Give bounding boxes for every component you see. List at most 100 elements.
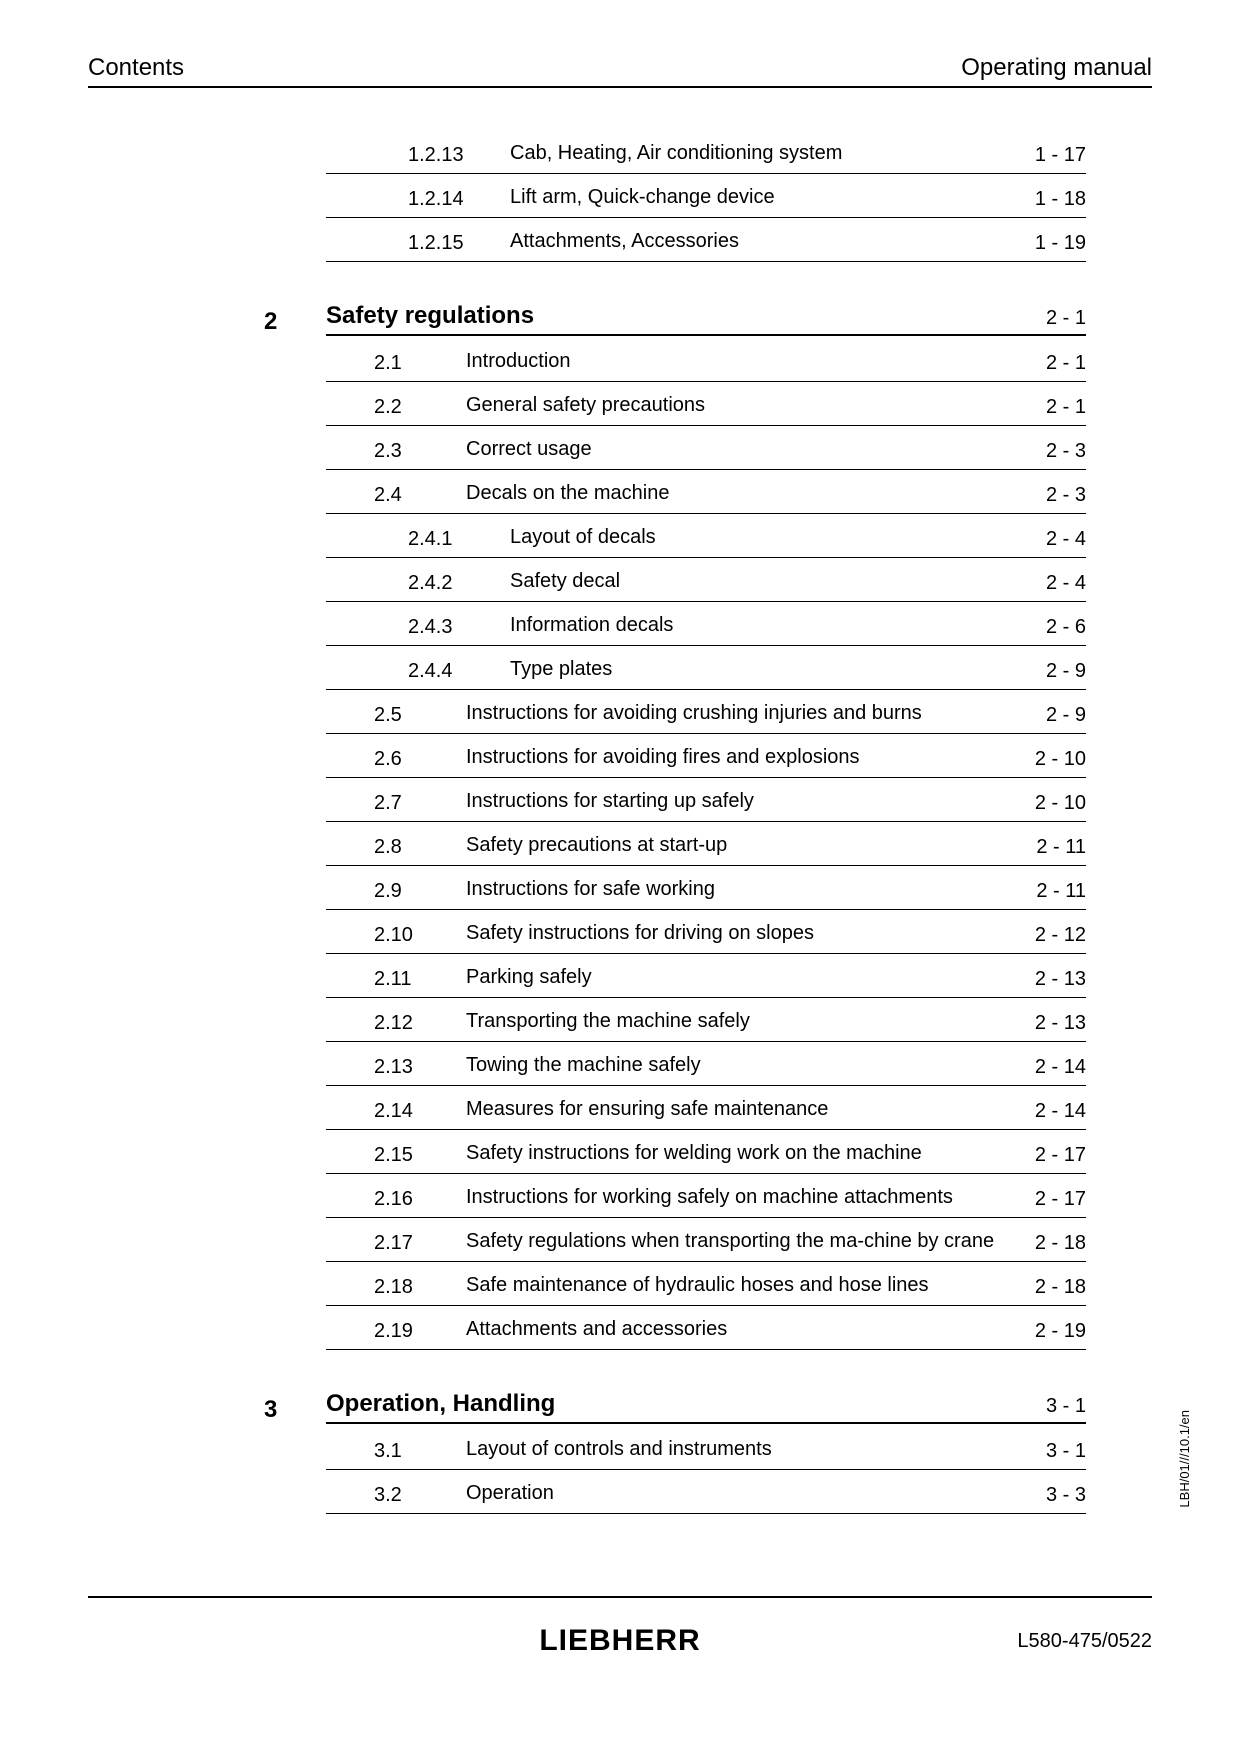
- toc-row-title: Safety instructions for driving on slope…: [466, 920, 1006, 947]
- toc-row-number: 2.13: [326, 1054, 466, 1079]
- header-left: Contents: [88, 54, 184, 82]
- toc-row-number: 3.2: [326, 1482, 466, 1507]
- brand-logo: LIEBHERR: [539, 1624, 700, 1658]
- toc-row-number: 1.2.14: [326, 186, 466, 211]
- toc-row-title: Operation: [466, 1480, 1006, 1507]
- toc-row-page: 2 - 17: [1006, 1144, 1086, 1167]
- toc-row: 1.2.13Cab, Heating, Air conditioning sys…: [326, 130, 1086, 174]
- toc-row: 2.1Introduction2 - 1: [326, 338, 1086, 382]
- page-header: Contents Operating manual: [88, 54, 1152, 88]
- toc-row-number: 2.4.3: [326, 614, 466, 639]
- footer-rule: [88, 1596, 1152, 1598]
- toc-row-title: Instructions for safe working: [466, 876, 1006, 903]
- toc-row-number: 2.8: [326, 834, 466, 859]
- toc-row-number: 1.2.15: [326, 230, 466, 255]
- toc-row: 2.5Instructions for avoiding crushing in…: [326, 690, 1086, 734]
- toc-row-title: Layout of decals: [466, 524, 1006, 551]
- toc-row: 2.4.2Safety decal2 - 4: [326, 558, 1086, 602]
- toc-row-number: 2.5: [326, 702, 466, 727]
- toc-row-number: 2.9: [326, 878, 466, 903]
- toc-row-title: Attachments and accessories: [466, 1316, 1006, 1343]
- toc-row: 2.7Instructions for starting up safely2 …: [326, 778, 1086, 822]
- toc-row: 1.2.14Lift arm, Quick-change device1 - 1…: [326, 174, 1086, 218]
- toc-row-number: 3.1: [326, 1438, 466, 1463]
- toc-row-title: Layout of controls and instruments: [466, 1436, 1006, 1463]
- toc-row-title: Safety decal: [466, 568, 1006, 595]
- toc-row-page: 2 - 11: [1006, 880, 1086, 903]
- toc-row-page: 2 - 11: [1006, 836, 1086, 859]
- toc-row-title: Type plates: [466, 656, 1006, 683]
- toc-row-number: 2.7: [326, 790, 466, 815]
- toc-row-number: 2.11: [326, 966, 466, 991]
- toc-row-number: 2.17: [326, 1230, 466, 1255]
- toc-row-number: 2.18: [326, 1274, 466, 1299]
- toc-row-page: 2 - 9: [1006, 704, 1086, 727]
- chapter-number: 2: [264, 308, 326, 336]
- chapter-row: 3Operation, Handling3 - 1: [326, 1390, 1086, 1424]
- chapter-title: Operation, Handling: [326, 1390, 1006, 1418]
- toc-row-number: 2.2: [326, 394, 466, 419]
- toc-row: 2.17Safety regulations when transporting…: [326, 1218, 1086, 1262]
- toc-row-page: 2 - 18: [1006, 1232, 1086, 1255]
- toc: 1.2.13Cab, Heating, Air conditioning sys…: [326, 130, 1086, 1514]
- toc-row-number: 2.15: [326, 1142, 466, 1167]
- toc-row-title: Safety instructions for welding work on …: [466, 1140, 1006, 1167]
- toc-row-title: Parking safely: [466, 964, 1006, 991]
- toc-row-title: Information decals: [466, 612, 1006, 639]
- toc-row-number: 2.16: [326, 1186, 466, 1211]
- toc-row-page: 2 - 19: [1006, 1320, 1086, 1343]
- toc-row-number: 2.10: [326, 922, 466, 947]
- header-right: Operating manual: [961, 54, 1152, 82]
- toc-row: 2.10Safety instructions for driving on s…: [326, 910, 1086, 954]
- chapter-title-wrap: Safety regulations2 - 1: [326, 302, 1086, 336]
- toc-row-page: 2 - 13: [1006, 968, 1086, 991]
- toc-row-page: 2 - 1: [1006, 352, 1086, 375]
- toc-row-page: 3 - 3: [1006, 1484, 1086, 1507]
- chapter-page: 3 - 1: [1006, 1395, 1086, 1418]
- toc-row-title: Measures for ensuring safe maintenance: [466, 1096, 1006, 1123]
- toc-row-title: Correct usage: [466, 436, 1006, 463]
- toc-row-title: Instructions for avoiding crushing injur…: [466, 700, 1006, 727]
- toc-row-page: 1 - 17: [1006, 144, 1086, 167]
- toc-row-title: Safety precautions at start-up: [466, 832, 1006, 859]
- toc-row-page: 2 - 9: [1006, 660, 1086, 683]
- toc-row-number: 2.4.1: [326, 526, 466, 551]
- chapter-page: 2 - 1: [1006, 307, 1086, 330]
- toc-row-title: Decals on the machine: [466, 480, 1006, 507]
- toc-row: 3.2Operation3 - 3: [326, 1470, 1086, 1514]
- toc-row-page: 2 - 18: [1006, 1276, 1086, 1299]
- toc-row: 3.1Layout of controls and instruments3 -…: [326, 1426, 1086, 1470]
- toc-row: 2.4.1Layout of decals2 - 4: [326, 514, 1086, 558]
- toc-row-title: Safety regulations when transporting the…: [466, 1228, 1006, 1255]
- chapter-title: Safety regulations: [326, 302, 1006, 330]
- toc-row-page: 2 - 4: [1006, 572, 1086, 595]
- toc-row-page: 2 - 10: [1006, 792, 1086, 815]
- toc-row-title: Safe maintenance of hydraulic hoses and …: [466, 1272, 1006, 1299]
- chapter-number: 3: [264, 1396, 326, 1424]
- toc-row: 2.14Measures for ensuring safe maintenan…: [326, 1086, 1086, 1130]
- toc-row-page: 2 - 6: [1006, 616, 1086, 639]
- toc-row-title: Lift arm, Quick-change device: [466, 184, 1006, 211]
- toc-row-title: General safety precautions: [466, 392, 1006, 419]
- toc-row-number: 2.4: [326, 482, 466, 507]
- toc-row: 2.6Instructions for avoiding fires and e…: [326, 734, 1086, 778]
- toc-row-number: 2.3: [326, 438, 466, 463]
- toc-row: 2.9Instructions for safe working2 - 11: [326, 866, 1086, 910]
- toc-row: 2.12Transporting the machine safely2 - 1…: [326, 998, 1086, 1042]
- toc-row-number: 2.19: [326, 1318, 466, 1343]
- toc-row-page: 2 - 1: [1006, 396, 1086, 419]
- toc-row-number: 2.12: [326, 1010, 466, 1035]
- toc-row-page: 2 - 14: [1006, 1056, 1086, 1079]
- toc-row-title: Cab, Heating, Air conditioning system: [466, 140, 1006, 167]
- chapter-row: 2Safety regulations2 - 1: [326, 302, 1086, 336]
- chapter-title-wrap: Operation, Handling3 - 1: [326, 1390, 1086, 1424]
- toc-row-number: 2.14: [326, 1098, 466, 1123]
- toc-row-number: 2.4.2: [326, 570, 466, 595]
- toc-row-number: 2.6: [326, 746, 466, 771]
- toc-row-title: Instructions for avoiding fires and expl…: [466, 744, 1006, 771]
- toc-row-page: 1 - 19: [1006, 232, 1086, 255]
- toc-row-number: 1.2.13: [326, 142, 466, 167]
- toc-row-page: 2 - 3: [1006, 484, 1086, 507]
- toc-row-page: 2 - 13: [1006, 1012, 1086, 1035]
- toc-row: 2.3Correct usage2 - 3: [326, 426, 1086, 470]
